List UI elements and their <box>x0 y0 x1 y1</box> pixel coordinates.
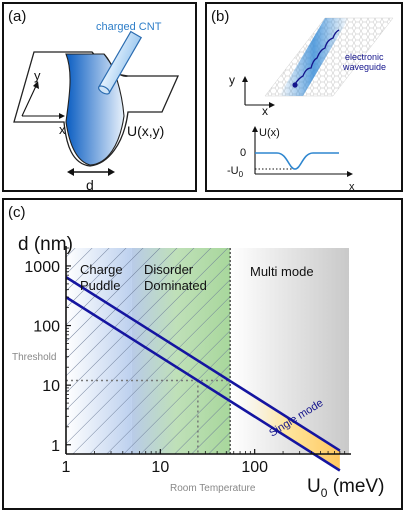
hatch-overlay <box>66 248 231 454</box>
series-line-2 <box>65 296 341 472</box>
series-line-1 <box>65 275 341 452</box>
potential-label: U(x,y) <box>127 123 164 139</box>
profile-xlabel: x <box>349 181 355 190</box>
region-multi-mode: Multi mode <box>250 264 314 279</box>
panel-b-label: (b) <box>211 8 230 25</box>
panel-c-label: (c) <box>8 204 26 221</box>
cnt-label: charged CNT <box>96 21 162 33</box>
chart-axes <box>65 246 351 455</box>
waveguide-label-2: waveguide <box>342 62 386 72</box>
panel-c: (c) <box>2 198 403 510</box>
y-tick-label-1000: 1000 <box>24 259 60 276</box>
x-tick-label-1: 1 <box>62 459 71 476</box>
panel-b: (b) electronic waveguide x y U(x) <box>205 2 403 192</box>
reference-lines <box>66 379 231 454</box>
region-disorder-2: Dominated <box>144 278 207 293</box>
panel-a-illustration: charged CNT x y U(x,y) d <box>13 21 180 190</box>
threshold-label: Threshold <box>12 352 56 363</box>
y-tick-label-1: 1 <box>51 438 60 455</box>
axis-x-label: x <box>59 122 66 137</box>
waveguide-channel <box>279 18 349 96</box>
x-tick-label-100: 100 <box>241 459 268 476</box>
region-disorder-1: Disorder <box>144 262 194 277</box>
panel-a-label: (a) <box>8 8 27 25</box>
b-axis-x-label: x <box>262 104 268 118</box>
x-tick-label-10: 10 <box>151 459 169 476</box>
y-axis-label: d (nm) <box>18 234 73 255</box>
waveguide-label-1: electronic <box>345 52 384 62</box>
chart-ticks: 1 10 100 1 10 100 1000 <box>24 247 346 476</box>
axis-y-label: y <box>34 68 41 83</box>
width-label: d <box>86 177 94 190</box>
region-charge-puddle-1: Charge <box>80 262 123 277</box>
cnt-tube <box>97 30 143 95</box>
profile-ylabel: U(x) <box>259 127 280 139</box>
panel-b-illustration: electronic waveguide x y U(x) x 0 -U0 <box>227 17 394 190</box>
b-axis-y-label: y <box>229 73 235 87</box>
y-tick-label-10: 10 <box>42 378 60 395</box>
y-tick-label-100: 100 <box>33 319 60 336</box>
potential-profile <box>255 152 339 170</box>
svg-text:-U0: -U0 <box>227 165 244 179</box>
series-lines <box>65 275 341 472</box>
tick-minus-u0: -U <box>227 165 239 177</box>
x-axis-label: U0 (meV) <box>307 476 384 500</box>
region-charge-puddle-2: Puddle <box>80 278 120 293</box>
single-mode-band <box>230 381 340 471</box>
tick-zero: 0 <box>240 147 246 159</box>
room-temperature-label: Room Temperature <box>170 483 256 494</box>
panel-a: (a) charged CNT x y U(x,y) <box>2 2 197 192</box>
